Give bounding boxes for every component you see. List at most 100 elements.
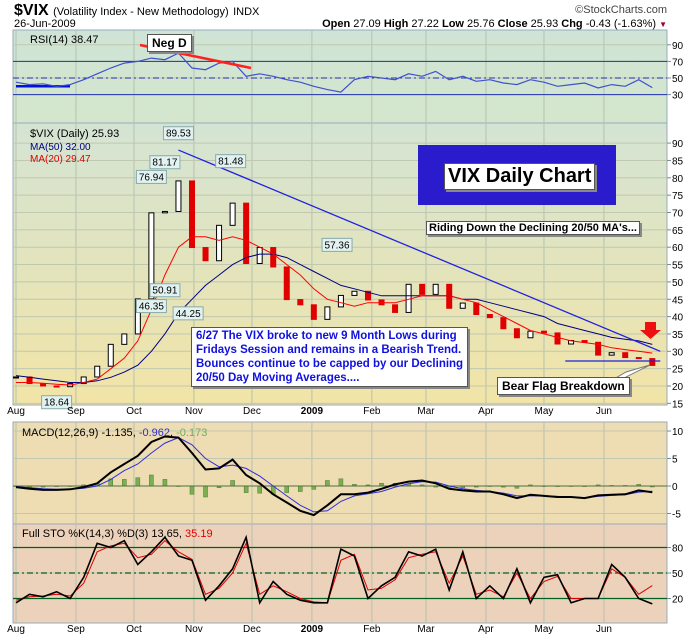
rsi-line	[15, 52, 653, 93]
macd-histogram-bar	[122, 479, 127, 487]
low-value: 25.76	[467, 18, 495, 30]
candle	[297, 299, 304, 306]
x-tick-label: Aug	[7, 406, 25, 417]
candle	[635, 357, 642, 360]
candle	[392, 304, 399, 313]
candle	[608, 352, 615, 356]
candle	[324, 306, 331, 320]
price-label-box	[149, 283, 181, 298]
candle	[473, 302, 480, 316]
candle	[283, 266, 290, 301]
x-tick-label: Oct	[126, 406, 142, 417]
price-label-box	[215, 154, 247, 169]
macd-histogram-bar	[189, 485, 195, 495]
y-tick-label: 90	[672, 41, 684, 52]
y-tick-label: 0	[672, 482, 678, 493]
macd-legend: MACD(12,26,9) -1.135, -0.962, -0.173	[22, 427, 207, 439]
candle	[256, 247, 263, 265]
candle	[243, 202, 250, 265]
candle	[459, 302, 466, 309]
x-tick-label: Aug	[7, 624, 25, 635]
y-tick-label: 20	[672, 595, 684, 606]
candle	[310, 304, 317, 320]
candle	[500, 317, 507, 330]
neg-divergence-label: Neg D	[147, 34, 192, 52]
price-label-box	[172, 306, 204, 321]
x-tick-label: Sep	[67, 624, 85, 635]
y-tick-label: 70	[672, 57, 684, 68]
y-tick-label: -5	[672, 510, 681, 521]
y-tick-label: 40	[672, 313, 684, 324]
ma20-legend: MA(20) 29.47	[30, 154, 91, 165]
price-label: 50.91	[152, 286, 177, 297]
down-arrow-icon	[640, 322, 661, 339]
x-tick-label: 2009	[301, 624, 324, 635]
x-tick-label: Feb	[363, 624, 381, 635]
candle	[270, 247, 277, 268]
x-tick-label: 2009	[301, 406, 324, 417]
price-label-box	[135, 169, 167, 184]
candle	[94, 365, 101, 378]
commentary-box: 6/27 The VIX broke to new 9 Month Lows d…	[191, 327, 469, 387]
x-tick-label: Apr	[478, 406, 494, 417]
macd-panel	[12, 421, 668, 525]
x-tick-label: Dec	[243, 406, 261, 417]
price-label: 44.25	[176, 309, 201, 320]
sto-d-line	[15, 540, 653, 604]
price-label-box	[162, 126, 194, 141]
price-label: 89.53	[166, 129, 191, 140]
price-label: 81.17	[152, 158, 177, 169]
price-label: 76.94	[139, 172, 164, 183]
y-tick-label: 80	[672, 544, 684, 555]
candle	[540, 330, 547, 334]
commentary-line: Fridays Session and remains in a Bearish…	[196, 344, 462, 356]
candle	[148, 212, 155, 300]
x-tick-label: Oct	[126, 624, 142, 635]
high-label: High	[383, 18, 409, 30]
macd-histogram-bar	[230, 480, 235, 487]
y-tick-label: 80	[672, 174, 684, 185]
close-label: Close	[497, 18, 528, 30]
candle	[419, 283, 426, 295]
price-legend: $VIX (Daily) 25.93	[30, 128, 119, 140]
sto-k-line	[15, 534, 653, 605]
candle	[527, 330, 534, 339]
price-label: 46.35	[139, 302, 164, 313]
price-label-box	[149, 155, 181, 170]
macd-histogram-bar	[162, 479, 168, 487]
candle	[216, 224, 223, 262]
y-tick-label: 50	[672, 74, 684, 85]
candle	[40, 383, 47, 387]
price-label-box	[135, 299, 167, 314]
macd-histogram-bar	[135, 477, 141, 487]
price-label-box	[41, 395, 73, 410]
candle	[188, 180, 195, 249]
candle	[432, 283, 439, 295]
chart-title: $VIX (Volatility Index - New Methodology…	[14, 2, 259, 20]
symbol: $VIX	[14, 2, 49, 19]
riding-down-label: Riding Down the Declining 20/50 MA's...	[426, 221, 640, 235]
price-label: 18.64	[44, 398, 69, 409]
stockcharts-logo[interactable]: ©StockCharts.com	[575, 4, 667, 16]
candle	[175, 180, 182, 212]
candle	[80, 376, 87, 385]
y-tick-label: 50	[672, 278, 684, 289]
exchange: INDX	[233, 6, 260, 18]
x-tick-label: May	[535, 624, 554, 635]
y-tick-label: 70	[672, 209, 684, 220]
macd-histogram-bar	[243, 485, 249, 493]
open-value: 27.09	[353, 18, 381, 30]
y-tick-label: 35	[672, 330, 684, 341]
x-tick-label: Jun	[596, 406, 612, 417]
open-label: Open	[322, 18, 351, 30]
candle	[513, 328, 520, 339]
y-tick-label: 90	[672, 139, 684, 150]
candle	[337, 294, 344, 308]
symbol-name: (Volatility Index - New Methodology)	[53, 6, 229, 18]
ma50-line	[15, 253, 653, 383]
x-tick-label: Mar	[417, 624, 435, 635]
quote-summary: Open 27.09 High 27.22 Low 25.76 Close 25…	[322, 18, 667, 30]
candle	[13, 376, 19, 379]
candle	[107, 343, 114, 367]
